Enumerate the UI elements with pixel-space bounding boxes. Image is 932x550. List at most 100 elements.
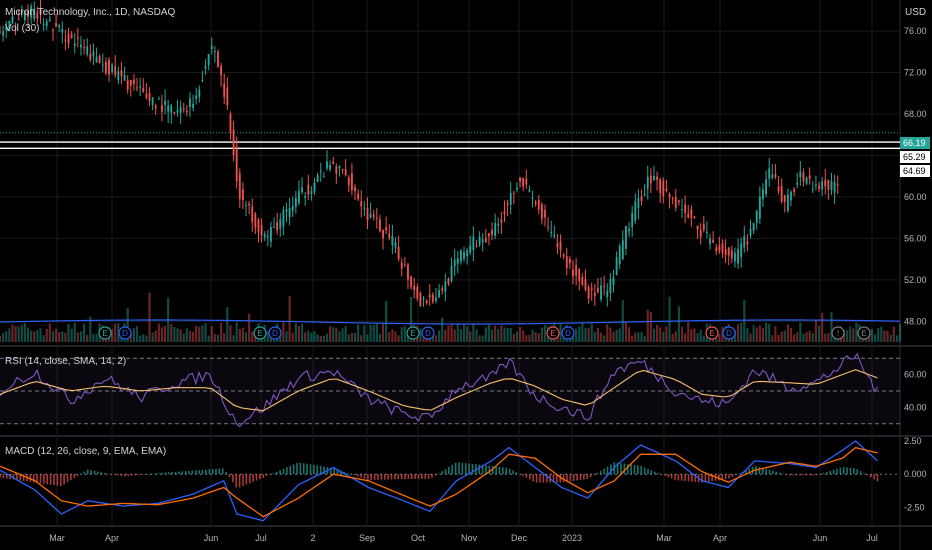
candle-body: [104, 62, 107, 74]
candle-body: [621, 240, 624, 259]
volume-bar: [182, 333, 185, 342]
candle-body: [659, 179, 662, 194]
macd-histogram-bar: [46, 474, 49, 485]
candle-body: [596, 288, 599, 293]
candle-body: [572, 269, 574, 277]
candle-body: [790, 191, 792, 201]
price-tick-label: 48.00: [904, 316, 927, 326]
macd-histogram-bar: [518, 474, 521, 475]
macd-histogram-bar: [171, 472, 173, 475]
candle-body: [674, 197, 677, 208]
volume-bar: [434, 335, 438, 342]
macd-histogram-bar: [444, 469, 447, 475]
volume-bar: [481, 335, 484, 342]
volume-bar: [459, 329, 462, 342]
macd-histogram-bar: [829, 470, 832, 475]
macd-histogram-bar: [174, 471, 177, 475]
candle-body: [95, 56, 98, 63]
volume-bar: [357, 324, 360, 342]
candle-body: [285, 209, 288, 212]
candle-body: [108, 59, 110, 75]
macd-histogram-bar: [16, 474, 18, 481]
volume-bar: [603, 335, 606, 342]
candle-body: [263, 234, 266, 238]
candle-body: [307, 184, 310, 195]
macd-histogram-bar: [333, 468, 335, 475]
macd-histogram-bar: [748, 468, 751, 475]
event-marker-label: E: [861, 329, 866, 338]
macd-histogram-bar: [269, 474, 271, 475]
candle-body: [5, 26, 8, 30]
macd-histogram-bar: [707, 474, 710, 482]
macd-histogram-bar: [363, 474, 366, 479]
volume-bar: [142, 334, 145, 342]
candle-body: [721, 243, 724, 253]
macd-histogram-bar: [242, 474, 244, 487]
macd-histogram-bar: [873, 474, 875, 480]
volume-bar: [409, 296, 413, 342]
volume-bar: [736, 324, 740, 342]
volume-bar: [388, 332, 391, 342]
volume-bar: [752, 325, 755, 342]
candle-body: [568, 258, 571, 263]
macd-histogram-bar: [188, 470, 190, 475]
macd-histogram-bar: [559, 474, 562, 483]
candle-body: [350, 173, 353, 191]
macd-histogram-bar: [380, 474, 383, 480]
volume-bar: [684, 333, 687, 342]
macd-histogram-bar: [387, 474, 389, 480]
volume-bar: [58, 332, 61, 342]
macd-histogram-bar: [785, 474, 788, 475]
candle-body: [783, 195, 786, 202]
macd-histogram-bar: [309, 464, 312, 475]
volume-bar: [201, 325, 204, 342]
candle-body: [410, 276, 413, 287]
volume-bar: [880, 326, 883, 342]
candle-body: [487, 233, 490, 237]
event-marker-icon: [546, 326, 560, 340]
volume-bar: [220, 322, 223, 342]
macd-histogram-bar: [265, 474, 268, 477]
candle-body: [450, 265, 453, 282]
candle-body: [27, 10, 29, 17]
macd-histogram-bar: [113, 474, 116, 475]
macd-histogram-bar: [22, 474, 25, 481]
candle-body: [584, 279, 587, 290]
candle-body: [114, 66, 117, 75]
price-tick-label: 56.00: [904, 233, 927, 243]
volume-bar: [191, 331, 195, 342]
macd-histogram-bar: [424, 474, 427, 479]
candle-body: [681, 209, 683, 211]
candle-body: [593, 292, 596, 297]
candle-body: [537, 200, 540, 210]
candle-body: [407, 264, 409, 280]
macd-histogram-bar: [562, 474, 565, 483]
volume-bar: [749, 333, 752, 342]
macd-histogram-bar: [373, 474, 376, 480]
macd-histogram-bar: [390, 474, 393, 480]
candle-body: [640, 196, 643, 202]
macd-histogram-bar: [761, 468, 764, 475]
candle-body: [544, 210, 546, 218]
volume-bar: [537, 333, 540, 342]
candle-body: [126, 80, 129, 90]
volume-bar: [82, 323, 86, 342]
volume-bar: [690, 329, 693, 342]
macd-histogram-bar: [589, 474, 592, 478]
volume-bar: [817, 325, 821, 342]
macd-histogram-bar: [468, 463, 470, 475]
volume-bar: [892, 326, 895, 342]
macd-histogram-bar: [63, 474, 65, 485]
volume-bar: [403, 325, 406, 342]
macd-histogram-bar: [701, 474, 703, 483]
macd-histogram-bar: [221, 468, 224, 475]
volume-bar: [456, 323, 459, 342]
macd-histogram-bar: [400, 474, 403, 480]
macd-histogram-bar: [677, 474, 680, 481]
macd-histogram-bar: [80, 473, 82, 475]
volume-bar: [590, 323, 593, 342]
macd-histogram-bar: [302, 463, 305, 475]
candle-body: [226, 87, 229, 106]
candle-body: [805, 177, 808, 184]
